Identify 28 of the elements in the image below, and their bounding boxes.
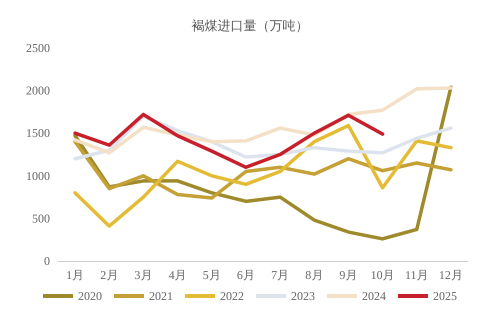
- chart-title: 褐煤进口量（万吨）: [192, 18, 308, 33]
- legend-label: 2022: [220, 289, 244, 303]
- legend-label: 2021: [149, 289, 173, 303]
- x-tick-label: 2月: [100, 268, 118, 282]
- x-tick-label: 1月: [66, 268, 84, 282]
- x-tick-label: 12月: [438, 268, 463, 282]
- legend-label: 2023: [291, 289, 315, 303]
- line-series: [73, 124, 453, 228]
- x-tick-label: 10月: [370, 268, 395, 282]
- x-tick-label: 11月: [404, 268, 429, 282]
- y-tick-label: 1500: [26, 126, 50, 140]
- y-tick-label: 500: [32, 211, 50, 226]
- x-tick-label: 5月: [202, 268, 221, 282]
- line-series: [73, 112, 384, 170]
- x-tick-label: 8月: [305, 268, 324, 282]
- y-tick-label: 1000: [26, 168, 50, 183]
- x-tick-label: 3月: [134, 268, 152, 282]
- line-series: [73, 140, 453, 200]
- y-tick-label: 0: [44, 254, 50, 268]
- y-tick-label: 2000: [26, 84, 50, 98]
- legend-label: 2020: [78, 289, 102, 303]
- y-tick-label: 2500: [26, 41, 50, 55]
- legend-label: 2025: [433, 289, 457, 303]
- x-tick-label: 9月: [339, 268, 358, 282]
- x-tick-label: 7月: [271, 268, 290, 282]
- x-tick-label: 4月: [168, 268, 187, 282]
- legend-label: 2024: [362, 289, 386, 303]
- x-tick-label: 6月: [236, 268, 255, 282]
